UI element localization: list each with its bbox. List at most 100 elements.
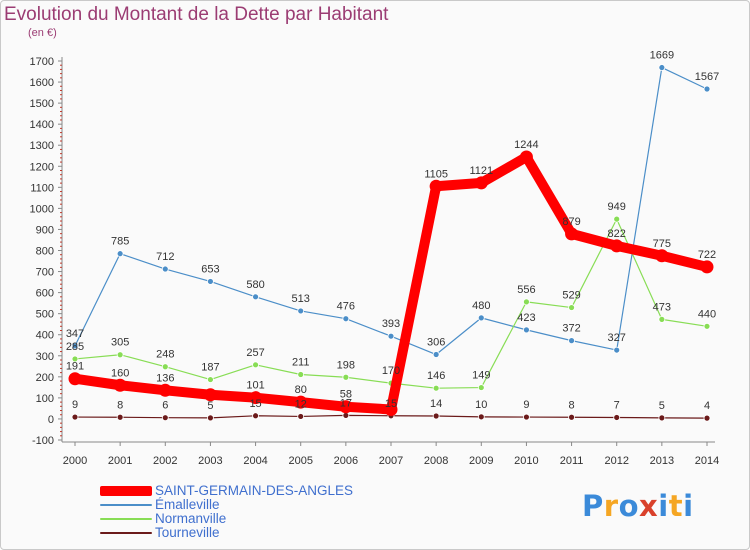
data-label: 440 [698,308,716,320]
logo-letter: t [668,489,684,523]
data-point [474,176,488,190]
data-point [116,250,124,258]
data-point [294,395,308,409]
data-point [207,414,214,422]
data-point [432,384,440,392]
data-point [703,85,711,93]
y-tick-label: 1300 [30,140,54,152]
data-point [249,391,263,405]
data-point [523,326,530,334]
data-label: 191 [66,361,84,373]
legend-label: Émalleville [155,497,220,512]
legend-label: Normanville [155,511,227,526]
data-point [613,215,621,223]
logo-letter: i [658,489,669,523]
data-label: 8 [117,399,123,411]
y-tick-label: 800 [36,246,54,258]
logo-letter: r [603,489,619,523]
data-label: 347 [66,328,84,340]
data-label: 8 [569,399,575,411]
x-tick-label: 2007 [379,455,403,467]
data-point [658,414,666,422]
data-point [610,239,624,253]
data-point [568,413,575,421]
data-label: 372 [562,323,580,335]
x-tick-label: 2005 [288,455,312,467]
data-label: 822 [608,228,626,240]
data-point [342,315,350,323]
legend-swatch [100,518,152,520]
data-label: 712 [156,251,174,263]
data-label: 17 [340,397,352,409]
x-tick-label: 2009 [469,455,493,467]
y-tick-label: 1200 [30,161,54,173]
data-label: 1121 [469,165,493,177]
data-label: 7 [614,399,620,411]
data-point [71,413,79,421]
data-label: 58 [340,389,352,401]
data-point [113,378,127,392]
legend-item: Émalleville [100,497,420,512]
data-label: 211 [292,357,310,369]
data-label: 529 [562,290,580,302]
data-point [477,384,485,391]
data-point [71,342,79,350]
x-tick-label: 2002 [153,455,177,467]
data-point [477,413,485,421]
data-label: 327 [608,332,626,344]
y-tick-label: 300 [36,351,54,363]
logo-letter: P [582,489,604,523]
data-label: 1244 [514,139,538,151]
data-label: 1567 [695,71,719,83]
chart-title: Evolution du Montant de la Dette par Hab… [4,4,389,25]
data-point [297,413,305,420]
x-tick-label: 2010 [514,455,538,467]
data-point [339,400,353,414]
legend-item: SAINT-GERMAIN-DES-ANGLES [100,483,420,498]
data-label: 879 [562,216,580,228]
proxiti-logo: Proxiti [582,489,694,523]
data-label: 305 [111,337,129,349]
data-point [207,278,214,285]
data-label: 393 [382,318,400,330]
y-tick-label: 1100 [30,182,54,194]
data-point [342,411,350,419]
legend: SAINT-GERMAIN-DES-ANGLES Émalleville Norma… [100,483,420,540]
y-tick-label: 900 [36,224,54,236]
data-label: 722 [698,249,716,261]
data-label: 476 [337,301,355,313]
data-point [252,412,259,420]
y-tick-label: 100 [36,393,54,405]
x-tick-label: 2004 [243,455,267,467]
data-label: 949 [608,201,626,213]
legend-item: Tourneville [100,525,420,540]
data-label: 170 [382,365,400,377]
data-point [568,337,575,345]
data-point [161,414,169,422]
data-point [342,373,350,381]
data-label: 473 [653,301,671,313]
data-label: 1105 [424,168,448,180]
legend-swatch [100,532,152,534]
data-point [252,293,259,301]
data-point [613,414,621,421]
data-label: 775 [653,238,671,250]
y-tick-label: 200 [36,372,54,384]
data-label: 785 [111,236,129,248]
data-label: 14 [430,398,442,410]
y-tick-label: 1600 [30,77,54,89]
data-point [655,249,669,263]
data-point [252,361,259,369]
logo-letter: x [639,489,659,523]
legend-label: SAINT-GERMAIN-DES-ANGLES [155,483,354,498]
x-tick-label: 2012 [604,455,628,467]
legend-label: Tourneville [155,525,220,540]
data-label: 6 [162,400,168,412]
data-point [297,371,305,378]
data-point [384,402,398,416]
legend-swatch [100,486,152,496]
x-tick-label: 2008 [424,455,448,467]
data-label: 198 [337,359,355,371]
data-label: 5 [659,400,665,412]
data-point [71,355,79,363]
